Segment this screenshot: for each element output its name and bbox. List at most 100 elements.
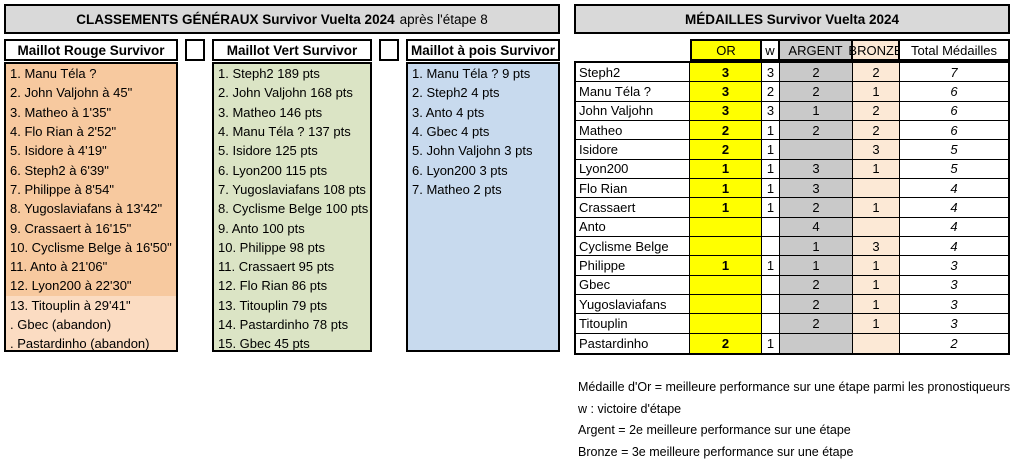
medals-table-row: John Valjohn 3 3 1 2 6 [576, 102, 1008, 121]
medals-table-row: Matheo 2 1 2 2 6 [576, 121, 1008, 140]
medals-bronze-cell [853, 334, 900, 353]
medals-w-header: w [762, 39, 780, 61]
medals-total-cell: 6 [900, 102, 1008, 120]
medals-total-cell: 4 [900, 179, 1008, 197]
medals-or-cell: 3 [690, 82, 762, 100]
medals-total-cell: 3 [900, 314, 1008, 332]
rouge-rank-item: 11. Anto à 21'06" [6, 257, 176, 276]
legend-line: Argent = 2e meilleure performance sur un… [578, 420, 1010, 442]
medals-bronze-cell: 1 [853, 314, 900, 332]
medals-total-cell: 6 [900, 121, 1008, 139]
medals-bronze-cell: 1 [853, 295, 900, 313]
medals-or-cell [690, 295, 762, 313]
medals-player-name: Philippe [576, 256, 690, 274]
medals-total-cell: 7 [900, 63, 1008, 81]
rouge-rank-item: 4. Flo Rian à 2'52" [6, 122, 176, 141]
header-spacer-cell [379, 39, 399, 61]
vert-rank-item: 15. Gbec 45 pts [214, 334, 370, 352]
medals-table-row: Steph2 3 3 2 2 7 [576, 63, 1008, 82]
medals-table-row: Flo Rian 1 1 3 4 [576, 179, 1008, 198]
rouge-rank-item: . Pastardinho (abandon) [6, 334, 176, 352]
vert-rank-item: 7. Yugoslaviafans 108 pts [214, 180, 370, 199]
medals-table-row: Anto 4 4 [576, 218, 1008, 237]
medals-total-cell: 4 [900, 218, 1008, 236]
medals-legend: Médaille d'Or = meilleure performance su… [578, 377, 1010, 463]
rouge-rank-item: 12. Lyon200 à 22'30" [6, 276, 176, 295]
medals-or-cell [690, 314, 762, 332]
rouge-rank-item: 1. Manu Téla ? [6, 64, 176, 83]
medals-argent-cell: 2 [780, 121, 853, 139]
medals-w-cell: 1 [762, 198, 780, 216]
medals-or-cell: 1 [690, 198, 762, 216]
legend-line: Médaille d'Or = meilleure performance su… [578, 377, 1010, 399]
vert-rank-item: 11. Crassaert 95 pts [214, 257, 370, 276]
medals-bronze-cell: 3 [853, 237, 900, 255]
rouge-rank-item: 5. Isidore à 4'19" [6, 141, 176, 160]
medals-player-name: Matheo [576, 121, 690, 139]
medals-or-cell: 1 [690, 179, 762, 197]
vert-rank-item: 3. Matheo 146 pts [214, 103, 370, 122]
medals-title: MÉDAILLES Survivor Vuelta 2024 [574, 4, 1010, 34]
general-classements-panel: CLASSEMENTS GÉNÉRAUX Survivor Vuelta 202… [4, 4, 560, 352]
pois-rank-item: 4. Gbec 4 pts [408, 122, 558, 141]
medals-w-cell: 3 [762, 63, 780, 81]
medals-table-row: Pastardinho 2 1 2 [576, 334, 1008, 353]
medals-player-name: Gbec [576, 276, 690, 294]
medals-table-row: Lyon200 1 1 3 1 5 [576, 160, 1008, 179]
maillot-pois-list: 1. Manu Téla ? 9 pts 2. Steph2 4 pts 3. … [406, 62, 560, 352]
medals-argent-cell: 2 [780, 276, 853, 294]
rouge-rank-item: . Gbec (abandon) [6, 315, 176, 334]
rouge-rank-item: 8. Yugoslaviafans à 13'42" [6, 199, 176, 218]
pois-rank-item: 6. Lyon200 3 pts [408, 160, 558, 179]
medals-bronze-cell: 2 [853, 121, 900, 139]
medals-argent-cell: 2 [780, 198, 853, 216]
classements-title-stage: après l'étape 8 [400, 12, 488, 27]
maillot-pois-header: Maillot à pois Survivor [406, 39, 560, 61]
medals-or-cell [690, 218, 762, 236]
vert-rank-item: 2. John Valjohn 168 pts [214, 83, 370, 102]
medals-bronze-cell [853, 179, 900, 197]
medals-or-cell: 2 [690, 334, 762, 353]
vert-rank-item: 4. Manu Téla ? 137 pts [214, 122, 370, 141]
maillot-rouge-header: Maillot Rouge Survivor [4, 39, 178, 61]
medals-argent-cell: 1 [780, 102, 853, 120]
medals-w-cell: 1 [762, 334, 780, 353]
rouge-rank-item: 6. Steph2 à 6'39" [6, 160, 176, 179]
medals-total-cell: 4 [900, 237, 1008, 255]
medals-total-header: Total Médailles [900, 39, 1010, 61]
vert-rank-item: 13. Titouplin 79 pts [214, 296, 370, 315]
medals-argent-cell: 1 [780, 237, 853, 255]
medals-w-cell: 1 [762, 179, 780, 197]
medals-bronze-header: BRONZE [853, 39, 900, 61]
medals-w-cell: 2 [762, 82, 780, 100]
medals-or-cell: 3 [690, 63, 762, 81]
medals-player-name: Isidore [576, 140, 690, 158]
medals-total-cell: 3 [900, 276, 1008, 294]
medals-w-cell [762, 237, 780, 255]
medals-or-header: OR [690, 39, 762, 61]
medals-total-cell: 2 [900, 334, 1008, 353]
vert-rank-item: 8. Cyclisme Belge 100 pts [214, 199, 370, 218]
classements-title-main: CLASSEMENTS GÉNÉRAUX Survivor Vuelta 202… [76, 12, 394, 27]
medals-argent-cell: 2 [780, 63, 853, 81]
medals-table: Steph2 3 3 2 2 7 Manu Téla ? 3 2 2 1 6 J… [574, 61, 1010, 355]
medals-or-cell: 1 [690, 256, 762, 274]
vert-rank-item: 1. Steph2 189 pts [214, 64, 370, 83]
medals-player-name: Flo Rian [576, 179, 690, 197]
maillot-vert-header: Maillot Vert Survivor [212, 39, 372, 61]
medals-table-row: Philippe 1 1 1 1 3 [576, 256, 1008, 275]
vert-rank-item: 5. Isidore 125 pts [214, 141, 370, 160]
medals-total-cell: 4 [900, 198, 1008, 216]
medals-player-name: Pastardinho [576, 334, 690, 353]
medals-bronze-cell: 1 [853, 82, 900, 100]
rouge-rank-item: 3. Matheo à 1'35" [6, 103, 176, 122]
vert-rank-item: 6. Lyon200 115 pts [214, 160, 370, 179]
medals-argent-cell [780, 334, 853, 353]
medals-bronze-cell [853, 218, 900, 236]
medals-w-cell [762, 314, 780, 332]
medals-w-cell: 1 [762, 160, 780, 178]
medals-player-name: Cyclisme Belge [576, 237, 690, 255]
medals-table-row: Gbec 2 1 3 [576, 276, 1008, 295]
medals-or-cell [690, 276, 762, 294]
pois-rank-item: 5. John Valjohn 3 pts [408, 141, 558, 160]
